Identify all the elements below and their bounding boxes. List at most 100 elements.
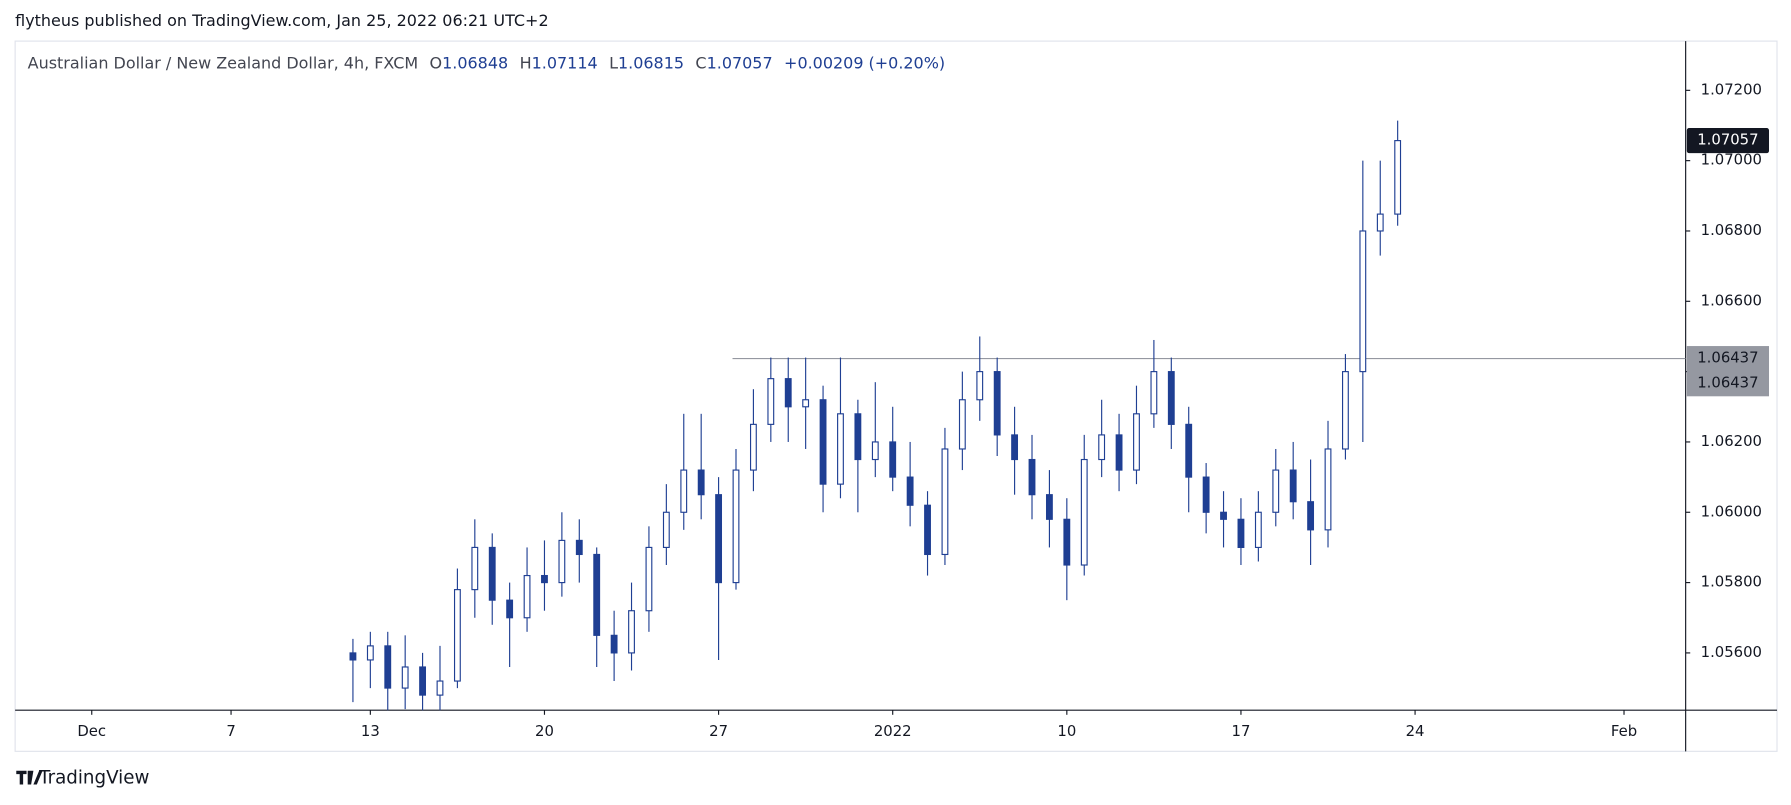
candle-body	[1376, 213, 1384, 232]
x-tick-label: 7	[226, 723, 235, 740]
plot	[349, 120, 1686, 711]
candle-body	[384, 645, 392, 689]
legend-value: 1.07114	[532, 53, 598, 72]
candle-body	[488, 546, 496, 601]
ohlc-legend: O 1.06848 H 1.07114 L 1.06815 C 1.07057 +0.00209…	[430, 53, 946, 72]
candle-body	[1063, 518, 1071, 566]
candle-body	[767, 378, 775, 425]
legend-key: L	[609, 53, 618, 72]
candle-body	[715, 494, 723, 584]
candle-body	[1028, 458, 1036, 496]
x-tick-label: 24	[1406, 723, 1425, 740]
candle-body	[453, 589, 461, 682]
x-tick-label: 17	[1232, 723, 1251, 740]
candle-body	[802, 399, 810, 408]
candle-body	[610, 634, 618, 654]
candle-body	[558, 539, 566, 584]
candle-body	[749, 423, 757, 471]
hline-price-label: 1.06437	[1697, 375, 1758, 392]
candle-body	[854, 413, 862, 461]
logo	[16, 770, 43, 785]
candle-body	[906, 476, 914, 506]
last-price-label: 1.07057	[1697, 132, 1758, 149]
candle-body	[1150, 371, 1158, 415]
candle-body	[784, 378, 792, 408]
y-tick-label: 1.07000	[1701, 152, 1762, 169]
candle-body	[1272, 469, 1280, 513]
candle-body	[697, 469, 705, 496]
candle-body	[662, 511, 670, 549]
candle-body	[1115, 434, 1123, 471]
x-tick-label: 2022	[874, 723, 912, 740]
candle-body	[349, 652, 357, 661]
candle-body	[680, 469, 688, 513]
candle-body	[1341, 371, 1349, 450]
candle-body	[366, 645, 374, 661]
candle-body	[401, 666, 409, 689]
candle-body	[1167, 371, 1175, 425]
legend-change: +0.00209 (+0.20%)	[784, 53, 945, 72]
x-tick-label: 20	[535, 723, 554, 740]
caption: flytheus published on TradingView.com, J…	[15, 11, 548, 30]
candle-body	[1289, 469, 1297, 503]
legend-key: C	[695, 53, 706, 72]
candle-body	[1254, 511, 1262, 549]
candle-body	[593, 553, 601, 636]
candle-body	[1202, 476, 1210, 513]
hline-price-label: 1.06437	[1697, 350, 1758, 367]
hline-price-box	[1686, 346, 1770, 397]
y-tick-label: 1.05600	[1701, 644, 1762, 661]
candle-body	[1080, 458, 1088, 566]
symbol-title: Australian Dollar / New Zealand Dollar, …	[28, 53, 418, 72]
x-tick-label: Feb	[1611, 723, 1637, 740]
candle-body	[1045, 494, 1053, 520]
candle-body	[1133, 413, 1140, 471]
candle-body	[575, 539, 583, 556]
x-tick-label: Dec	[77, 723, 106, 740]
frame	[14, 40, 1778, 752]
candle-body	[1185, 423, 1193, 478]
candle-body	[958, 399, 966, 450]
footer-brand: TradingView	[38, 768, 149, 789]
candle-body	[819, 399, 827, 485]
candle-body	[889, 441, 897, 478]
candle-body	[1394, 140, 1402, 215]
candle-body	[436, 680, 444, 696]
candle-body	[732, 469, 740, 584]
candle-body	[1324, 448, 1332, 531]
last-price-box	[1686, 128, 1770, 154]
y-tick-label: 1.06600	[1701, 292, 1762, 309]
y-tick-label: 1.07200	[1701, 81, 1762, 98]
legend-key: H	[520, 53, 532, 72]
candle-body	[1011, 434, 1019, 461]
candle-body	[924, 504, 931, 556]
candle-body	[1237, 518, 1245, 549]
candle-body	[645, 546, 653, 612]
y-tick-label: 1.06800	[1701, 222, 1762, 239]
legend-value: 1.06815	[618, 53, 684, 72]
candle-body	[628, 610, 635, 654]
candle-body	[523, 574, 531, 619]
x-tick-label: 27	[709, 723, 728, 740]
y-tick-label: 1.05800	[1701, 574, 1762, 591]
candle-body	[1220, 511, 1227, 520]
candle-body	[837, 413, 844, 485]
candle-body	[1359, 230, 1367, 373]
candle-body	[506, 599, 514, 619]
candle-body	[941, 448, 949, 556]
x-tick-label: 10	[1057, 723, 1076, 740]
x-tick-label: 13	[361, 723, 380, 740]
candle-body	[419, 666, 427, 696]
y-tick-label: 1.06000	[1701, 503, 1762, 520]
candle-body	[993, 371, 1001, 436]
candle-body	[541, 574, 548, 584]
legend-key: O	[430, 53, 443, 72]
candle-body	[471, 546, 479, 591]
candle-body	[871, 441, 879, 461]
legend-value: 1.06848	[442, 53, 508, 72]
y-tick-label: 1.06200	[1701, 433, 1762, 450]
candle-body	[1307, 501, 1315, 531]
candle-body	[976, 371, 984, 401]
